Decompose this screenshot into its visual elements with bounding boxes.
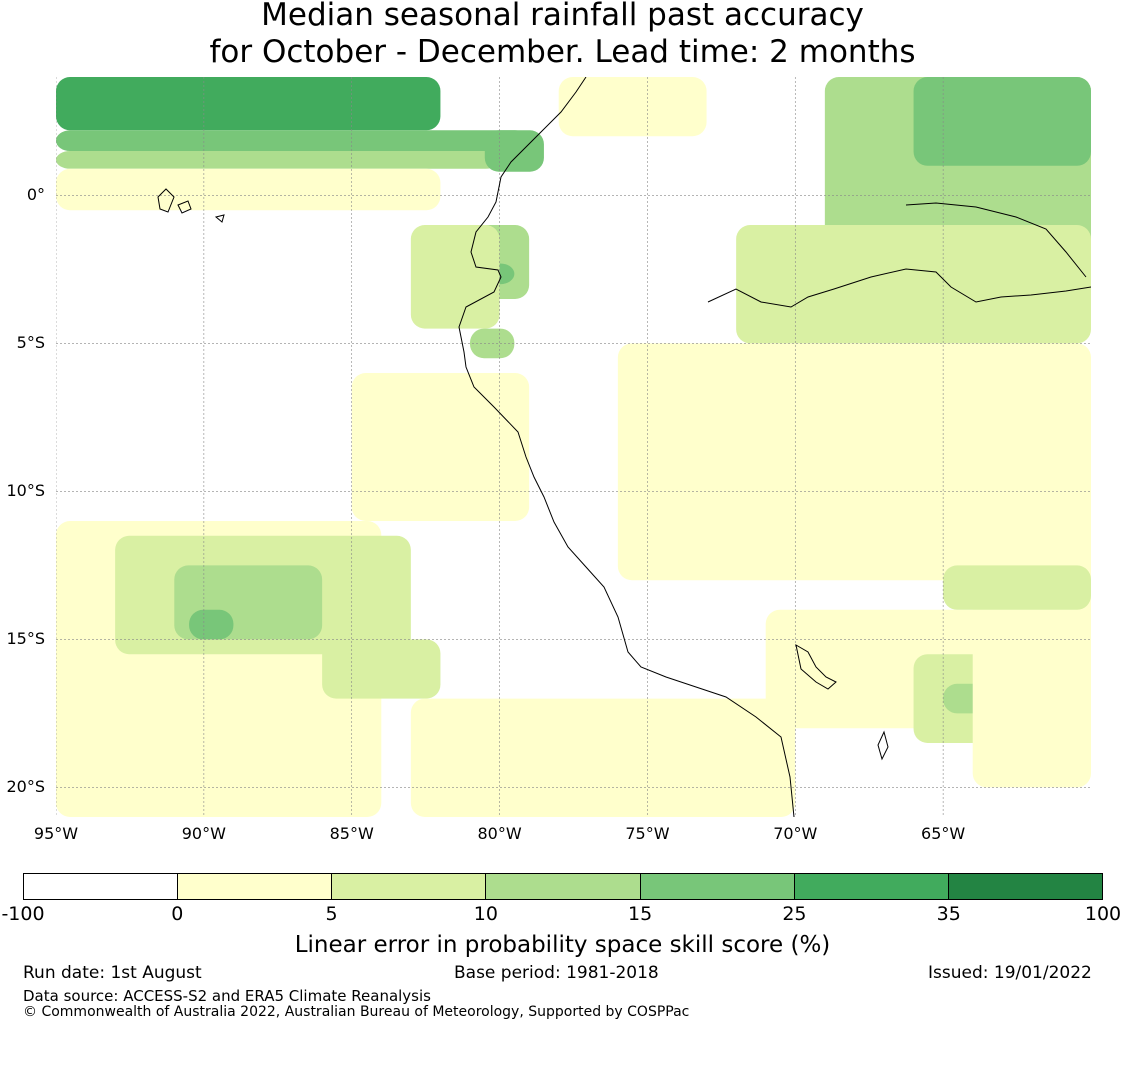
- colorbar-tick-label: 10: [473, 903, 498, 925]
- map-title-line2: for October - December. Lead time: 2 mon…: [209, 34, 916, 70]
- galapagos-island-3: [214, 214, 225, 223]
- colorbar-segment-5: [794, 874, 949, 899]
- colorbar-segment-3: [486, 874, 641, 899]
- score-region-29: [943, 565, 1091, 610]
- south-america-coastline: [458, 77, 795, 817]
- score-region-17: [351, 373, 530, 521]
- copyright: © Commonwealth of Australia 2022, Austra…: [23, 1004, 690, 1020]
- colorbar: [23, 873, 1103, 900]
- lon-tick-label: 90°W: [181, 824, 226, 843]
- score-region-15: [617, 343, 1091, 581]
- skill-score-map: [56, 77, 1091, 817]
- lon-tick-label: 85°W: [329, 824, 374, 843]
- small-lake-1: [877, 730, 889, 761]
- score-region-1: [56, 130, 530, 151]
- base-period: Base period: 1981-2018: [454, 963, 659, 983]
- data-source: Data source: ACCESS-S2 and ERA5 Climate …: [23, 987, 431, 1005]
- score-region-7: [410, 225, 500, 329]
- colorbar-segment-2: [332, 874, 487, 899]
- issued-date: Issued: 19/01/2022: [928, 963, 1092, 983]
- lon-tick-label: 80°W: [477, 824, 522, 843]
- lat-tick-label: 10°S: [6, 481, 45, 501]
- run-date: Run date: 1st August: [23, 963, 202, 983]
- lon-tick-label: 75°W: [625, 824, 670, 843]
- score-region-24: [410, 698, 796, 817]
- colorbar-segment-4: [640, 874, 795, 899]
- score-region-8: [558, 77, 707, 137]
- colorbar-tick-label: 100: [1084, 903, 1122, 925]
- score-region-10: [913, 77, 1091, 166]
- galapagos-island-1: [157, 188, 175, 213]
- colorbar-segment-6: [948, 874, 1102, 899]
- colorbar-segment-1: [178, 874, 333, 899]
- colorbar-tick-label: -100: [1, 903, 45, 925]
- lat-tick-label: 5°S: [16, 333, 45, 353]
- score-region-0: [56, 77, 441, 131]
- lat-tick-label: 0°: [26, 185, 45, 205]
- lon-tick-label: 95°W: [33, 824, 79, 843]
- map-title-line1: Median seasonal rainfall past accuracy: [261, 0, 864, 33]
- score-region-4: [484, 130, 544, 172]
- titicaca-lake: [795, 644, 837, 690]
- score-region-22: [189, 609, 234, 640]
- lat-tick-label: 20°S: [6, 777, 45, 797]
- lat-tick-label: 15°S: [6, 629, 45, 649]
- amazon-river: [707, 268, 1091, 308]
- map-canvas: [56, 77, 1091, 817]
- colorbar-tick-label: 5: [325, 903, 338, 925]
- score-region-23: [322, 639, 441, 699]
- colorbar-label: Linear error in probability space skill …: [294, 932, 831, 958]
- lon-tick-label: 70°W: [773, 824, 818, 843]
- colorbar-segment-0: [24, 874, 179, 899]
- score-region-2: [56, 151, 500, 169]
- score-region-3: [56, 168, 441, 211]
- galapagos-island-2: [177, 200, 192, 214]
- colorbar-tick-label: 15: [628, 903, 653, 925]
- lon-tick-label: 65°W: [921, 824, 966, 843]
- colorbar-tick-label: 35: [936, 903, 961, 925]
- maranon-river: [905, 202, 1087, 278]
- score-region-11: [736, 225, 1091, 344]
- colorbar-tick-label: 0: [171, 903, 184, 925]
- colorbar-tick-label: 25: [782, 903, 807, 925]
